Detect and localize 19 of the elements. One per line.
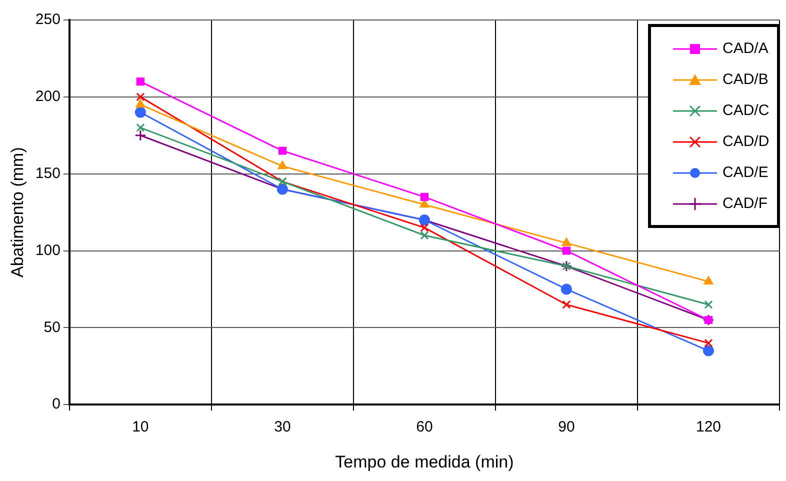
x-tick-label: 30 bbox=[274, 418, 291, 436]
x-axis-title: Tempo de medida (min) bbox=[335, 452, 514, 472]
y-tick-label: 0 bbox=[52, 396, 60, 413]
legend-label: CAD/B bbox=[722, 71, 768, 88]
legend-label: CAD/D bbox=[722, 133, 770, 150]
y-axis-title: Abatimento (mm) bbox=[8, 147, 27, 278]
legend-label: CAD/E bbox=[722, 164, 768, 181]
x-tick-label: 10 bbox=[132, 418, 149, 436]
x-tick-label: 90 bbox=[558, 418, 575, 436]
y-tick-label: 50 bbox=[44, 318, 60, 336]
legend-label: CAD/F bbox=[722, 195, 768, 212]
y-tick-label: 250 bbox=[35, 11, 60, 28]
legend-label: CAD/A bbox=[722, 40, 768, 57]
legend-label: CAD/C bbox=[722, 102, 770, 119]
x-tick-label: 60 bbox=[416, 418, 433, 436]
y-tick-label: 200 bbox=[35, 88, 60, 106]
y-tick-label: 100 bbox=[35, 242, 60, 259]
y-tick-label: 150 bbox=[35, 164, 60, 182]
x-tick-label: 120 bbox=[696, 418, 722, 436]
